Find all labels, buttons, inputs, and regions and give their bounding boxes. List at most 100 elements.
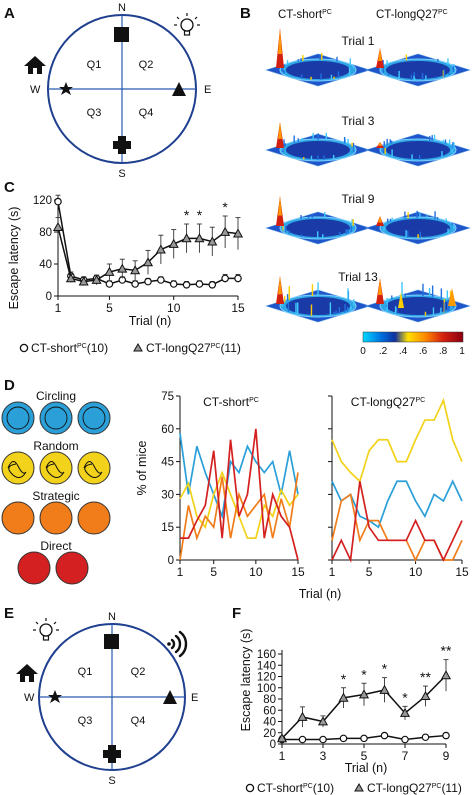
heatmap-pool-center (286, 219, 350, 237)
direction-south: S (118, 168, 125, 180)
legend-short: CT-shortPC(10) (31, 341, 108, 355)
strategy-label: Strategic (32, 489, 79, 503)
panel-label-c: C (4, 179, 15, 196)
y-tick-label: 40 (263, 717, 276, 729)
heatmap-pool-center (386, 141, 450, 159)
heatmap-plate (364, 48, 472, 87)
swim-path (44, 406, 68, 430)
x-tick-label: 1 (55, 301, 62, 315)
y-tick-label: 30 (161, 489, 174, 501)
strategy-swim-circle (77, 451, 111, 485)
triangle-icon (163, 690, 177, 704)
square-icon (104, 634, 119, 649)
quadrant-q3: Q3 (78, 715, 93, 727)
legend-circle-marker (19, 343, 29, 353)
data-point-circle (298, 735, 307, 744)
quadrant-q2: Q2 (131, 666, 146, 678)
star-icon (59, 82, 73, 95)
data-point-triangle (91, 274, 102, 284)
data-point-triangle (297, 711, 308, 721)
legend-short: CT-shortPC(10) (257, 781, 334, 795)
quadrant-q2: Q2 (139, 59, 154, 71)
heatmap-grid: Trial 1 Trial 3 Trial 9 Trial 13 (264, 28, 472, 323)
direction-east: E (191, 692, 198, 704)
x-tick-label: 3 (320, 749, 327, 763)
chart-f-legend: CT-shortPC(10) CT-longQ27PC(11) (245, 781, 462, 795)
heatmap-peak-top (278, 28, 282, 54)
square-icon (114, 27, 129, 42)
direction-north: N (108, 611, 116, 623)
data-point-triangle (207, 236, 218, 246)
x-tick-label: 7 (402, 749, 409, 763)
legend-circle-marker (245, 783, 255, 793)
y-tick-label: 15 (161, 522, 174, 534)
data-point-circle (208, 280, 217, 289)
strategy-label: Random (33, 439, 78, 453)
x-tick-label: 5 (361, 749, 368, 763)
heatmap-peak-top (278, 276, 282, 295)
y-tick-label: 60 (161, 424, 174, 436)
x-tick-label: 10 (167, 301, 181, 315)
x-tick-label: 1 (279, 749, 286, 763)
y-tick-label: 40 (39, 259, 52, 271)
x-tick-label: 15 (455, 565, 469, 579)
y-tick-label: 0 (168, 555, 174, 567)
data-point-circle (221, 274, 229, 283)
y-tick-label: 45 (161, 457, 174, 469)
strategy-line-direct (331, 481, 463, 564)
heatmap-peak-top (278, 196, 282, 216)
quadrant-q1: Q1 (78, 666, 93, 678)
strategy-label: Direct (40, 539, 72, 553)
y-tick-label: 60 (263, 705, 276, 717)
heatmap-plate (264, 276, 372, 323)
colorbar: 0 .2 .4 .6 .8 1 (360, 331, 465, 357)
lightbulb-icon (33, 618, 59, 641)
sound-icon (167, 630, 188, 658)
strategy-line-circling (179, 433, 299, 520)
swim-path (45, 461, 65, 478)
y-tick-label: 140 (257, 660, 276, 672)
cross-icon (103, 745, 121, 763)
y-tick-label: 0 (46, 291, 52, 303)
data-point-triangle (232, 228, 244, 238)
colorbar-tick: .4 (399, 346, 408, 357)
star-icon (48, 690, 62, 703)
significance-star: * (382, 661, 388, 677)
data-point-triangle (104, 266, 115, 276)
data-point-circle (169, 280, 178, 288)
x-tick-label: 1 (329, 565, 336, 579)
strategy-line-random (331, 397, 463, 483)
data-point-circle (54, 197, 62, 206)
legend-triangle-marker (354, 782, 364, 792)
quadrant-q1: Q1 (87, 59, 102, 71)
data-point-triangle (130, 265, 141, 275)
data-point-circle (131, 280, 139, 288)
triangle-icon (172, 82, 186, 96)
home-icon (16, 664, 38, 682)
heatmap-plate (264, 122, 372, 167)
data-point-circle (234, 274, 242, 283)
data-point-circle (195, 280, 204, 288)
significance-star: * (361, 666, 367, 682)
data-point-triangle (358, 689, 370, 699)
y-tick-label: 75 (161, 391, 174, 403)
x-tick-label: 15 (291, 565, 305, 579)
strategy-swim-circle (1, 451, 35, 485)
data-point-triangle (117, 263, 128, 273)
significance-star: * (402, 689, 408, 705)
cross-icon (113, 136, 131, 154)
data-point-circle (105, 280, 114, 288)
strategy-icons: Circling Random Strategic Direct (1, 389, 111, 585)
chart-f-xlabel: Trial (n) (345, 761, 388, 775)
significance-star: * (197, 207, 203, 223)
direction-west: W (24, 692, 35, 704)
data-point-circle (182, 280, 191, 289)
strategy-swim-circle (17, 551, 51, 585)
data-point-triangle (420, 690, 431, 701)
significance-star: * (222, 199, 228, 215)
x-tick-label: 10 (249, 565, 263, 579)
maze-diagram-e: N S E W Q1 Q2 Q3 Q4 (16, 611, 198, 787)
x-tick-label: 1 (177, 565, 184, 579)
